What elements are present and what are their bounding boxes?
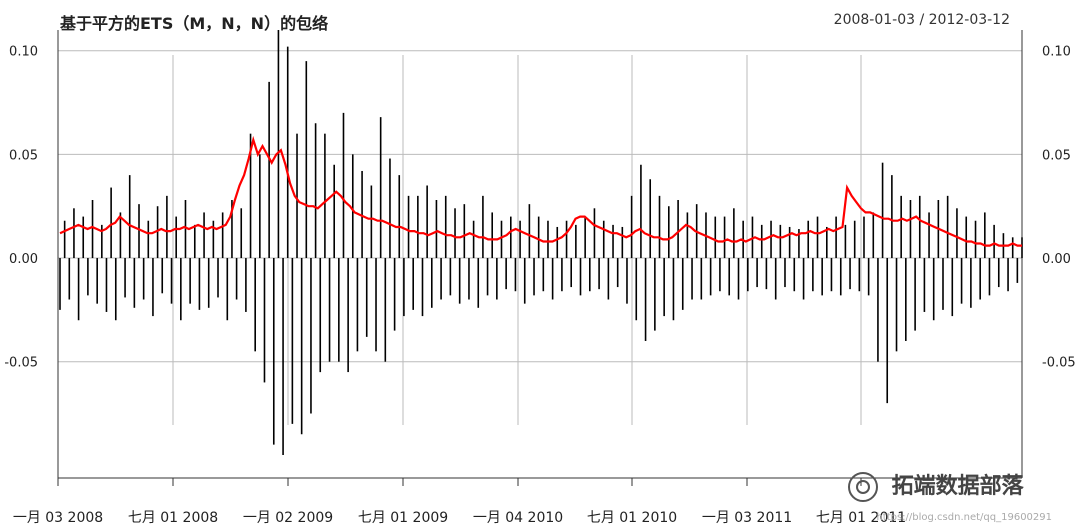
date-range-label: 2008-01-03 / 2012-03-12 [833,12,1010,28]
x-tick-label: 七月 01 2009 [358,510,448,526]
watermark: 拓端数据部落 [848,468,1024,502]
y-tick-label-right: -0.05 [1042,356,1076,371]
y-tick-label-left: -0.05 [4,356,38,371]
x-tick-label: 一月 02 2009 [243,510,333,526]
y-tick-label-left: 0.05 [9,148,38,163]
watermark-text: 拓端数据部落 [891,474,1024,499]
x-tick-label: 七月 01 2011 [816,510,906,526]
y-tick-label-left: 0.10 [9,45,38,60]
x-tick-label: 一月 04 2010 [473,510,563,526]
envelope-line [59,135,1022,247]
y-tick-label-right: 0.05 [1042,148,1071,163]
url-note: https://blog.csdn.net/qq_19600291 [876,512,1052,523]
x-tick-label: 七月 01 2010 [587,510,677,526]
y-tick-label-right: 0.00 [1042,252,1071,267]
wechat-icon [848,472,878,502]
chart-title: 基于平方的ETS（M，N，N）的包络 [60,14,329,33]
x-tick-label: 七月 01 2008 [128,510,218,526]
y-tick-label-right: 0.10 [1042,45,1071,60]
x-tick-label: 一月 03 2008 [13,510,103,526]
x-tick-label: 一月 03 2011 [702,510,792,526]
y-tick-label-left: 0.00 [9,252,38,267]
